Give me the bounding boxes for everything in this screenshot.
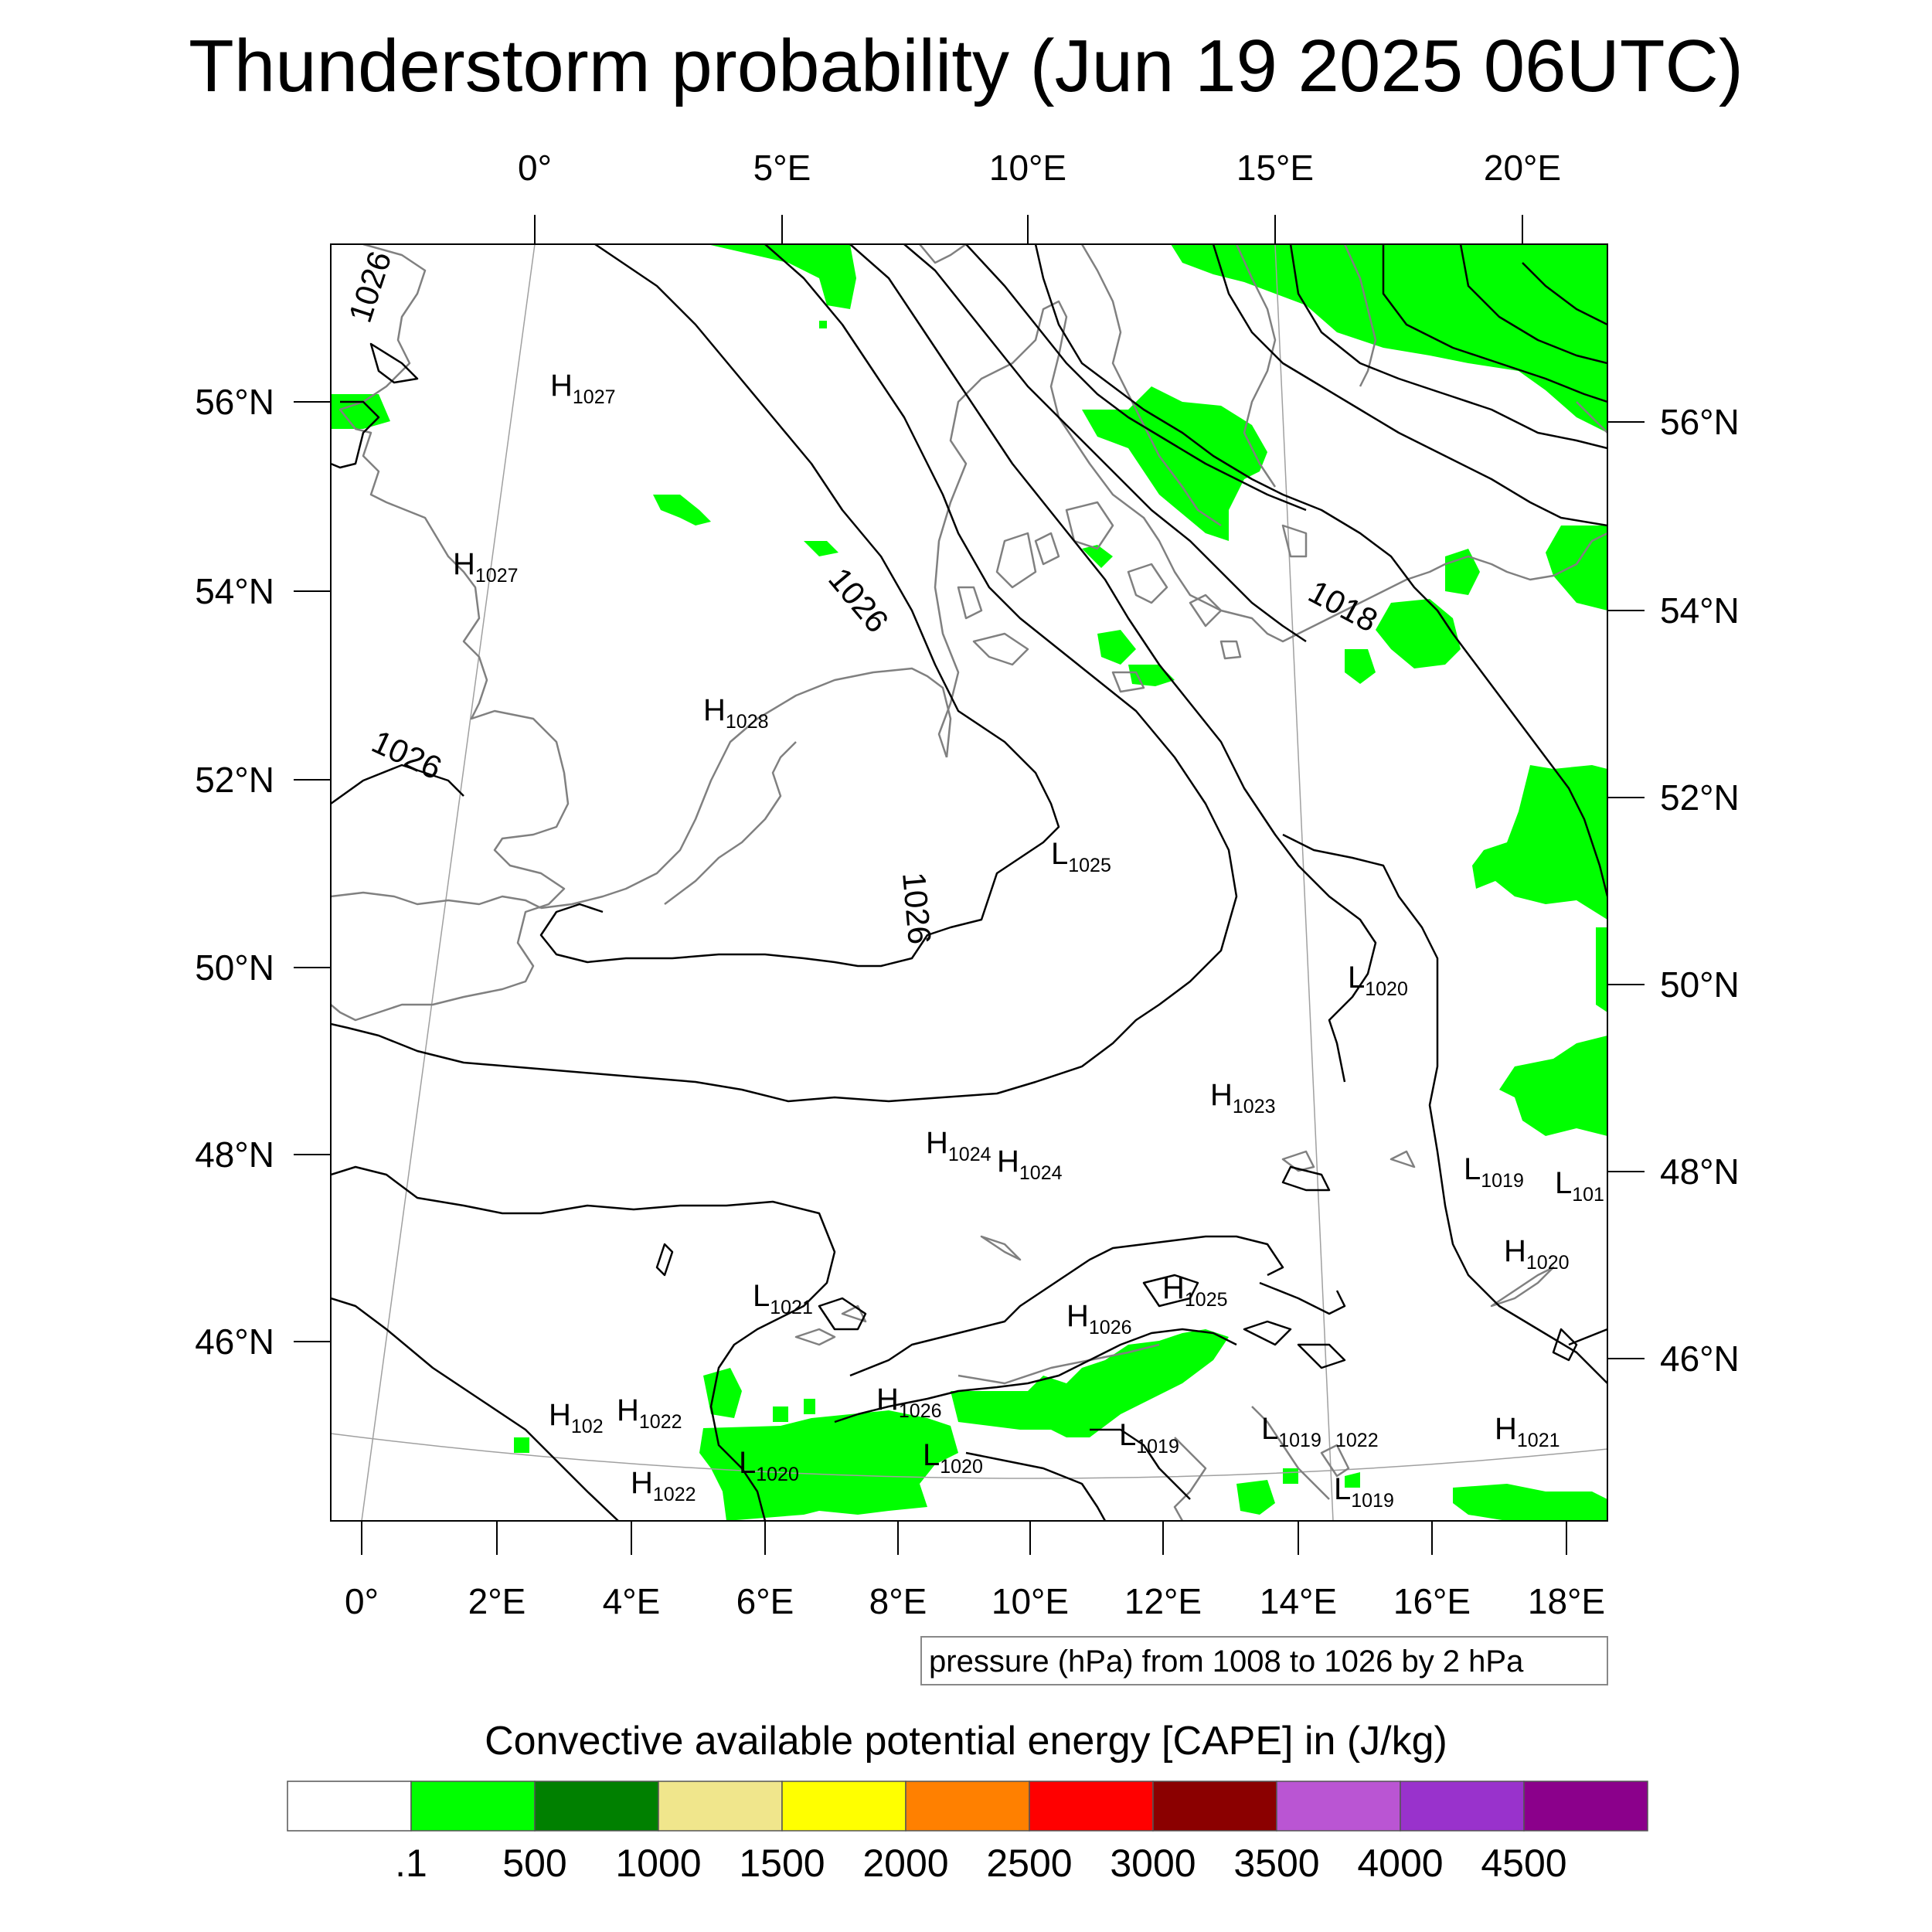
right-lat-label: 54°N xyxy=(1660,590,1740,631)
top-lon-label: 0° xyxy=(518,148,552,188)
colorbar-box xyxy=(1523,1781,1648,1832)
right-latitude-labels: 56°N 54°N 52°N 50°N 48°N 46°N xyxy=(1660,402,1740,1379)
cape-fill xyxy=(331,244,1607,1521)
colorbar-box xyxy=(1029,1781,1154,1832)
bottom-lon-label: 4°E xyxy=(603,1581,661,1621)
pressure-center-label: H102 xyxy=(549,1398,604,1437)
bottom-lon-label: 12°E xyxy=(1124,1581,1202,1621)
colorbar-box xyxy=(1400,1781,1525,1832)
left-lat-label: 48°N xyxy=(195,1134,274,1175)
bottom-lon-label: 18°E xyxy=(1528,1581,1605,1621)
pressure-center-label: H1024 xyxy=(997,1145,1063,1184)
colorbar-ticks: .1 500 1000 1500 2000 2500 3000 3500 4000 4500 xyxy=(395,1842,1566,1885)
colorbar-tick-label: 500 xyxy=(502,1842,566,1885)
left-ticks xyxy=(294,401,331,1342)
left-lat-label: 56°N xyxy=(195,382,274,422)
left-lat-label: 54°N xyxy=(195,571,274,611)
pressure-center-label: L1019 xyxy=(1119,1418,1179,1458)
pressure-center-label: H1026 xyxy=(876,1383,942,1422)
right-lat-label: 56°N xyxy=(1660,402,1740,442)
top-lon-label: 5°E xyxy=(753,148,811,188)
pressure-center-label: L1019 xyxy=(1334,1472,1394,1512)
bottom-lon-label: 8°E xyxy=(869,1581,927,1621)
pressure-center-label: L1019 xyxy=(1464,1152,1524,1192)
colorbar-box xyxy=(287,1781,412,1832)
top-lon-label: 20°E xyxy=(1484,148,1561,188)
contour-info-text: pressure (hPa) from 1008 to 1026 by 2 hP… xyxy=(929,1645,1524,1679)
colorbar-box xyxy=(905,1781,1030,1832)
graticule xyxy=(331,244,1607,1521)
bottom-lon-label: 16°E xyxy=(1393,1581,1471,1621)
pressure-centers: H1027 H1027 H1028 L1025 L1020 H1023 H102… xyxy=(453,369,1604,1512)
pressure-center-label: H1027 xyxy=(550,369,616,408)
pressure-center-label: L1020 xyxy=(1348,961,1408,1000)
colorbar-tick-label: 1500 xyxy=(739,1842,825,1885)
pressure-center-label: H1022 xyxy=(631,1466,696,1505)
colorbar-tick-label: 3000 xyxy=(1110,1842,1196,1885)
right-lat-label: 52°N xyxy=(1660,777,1740,818)
pressure-center-label: H1020 xyxy=(1504,1234,1570,1274)
colorbar-tick-label: 3500 xyxy=(1233,1842,1319,1885)
colorbar-tick-label: 1000 xyxy=(615,1842,701,1885)
bottom-longitude-labels: 0° 2°E 4°E 6°E 8°E 10°E 12°E 14°E 16°E 1… xyxy=(345,1581,1605,1621)
pressure-center-label: H1023 xyxy=(1210,1078,1276,1117)
isobars xyxy=(331,244,1607,1521)
pressure-center-label: H1026 xyxy=(1066,1299,1132,1338)
pressure-center-label: H1027 xyxy=(453,547,519,587)
colorbar-box xyxy=(658,1781,783,1832)
pressure-center-label: L101 xyxy=(1555,1166,1604,1206)
pressure-center-label: H1024 xyxy=(926,1126,992,1165)
left-lat-label: 52°N xyxy=(195,760,274,800)
pressure-center-label: H1025 xyxy=(1162,1271,1228,1311)
left-latitude-labels: 56°N 54°N 52°N 50°N 48°N 46°N xyxy=(195,382,274,1362)
colorbar xyxy=(287,1781,1648,1832)
pressure-center-label: L1019 xyxy=(1261,1412,1321,1451)
colorbar-box xyxy=(410,1781,536,1832)
bottom-lon-label: 2°E xyxy=(468,1581,526,1621)
colorbar-tick-label: 2000 xyxy=(862,1842,948,1885)
pressure-center-label: L1020 xyxy=(923,1438,983,1478)
bottom-lon-label: 6°E xyxy=(736,1581,794,1621)
left-lat-label: 46°N xyxy=(195,1321,274,1362)
pressure-center-label: H1028 xyxy=(703,693,769,733)
pressure-center-label: L1020 xyxy=(739,1446,799,1485)
top-longitude-labels: 0° 5°E 10°E 15°E 20°E xyxy=(518,148,1561,188)
map-frame xyxy=(330,243,1608,1522)
bottom-lon-label: 14°E xyxy=(1260,1581,1337,1621)
colorbar-tick-label: .1 xyxy=(395,1842,427,1885)
pressure-center-label: 1022 xyxy=(1335,1430,1379,1451)
top-lon-label: 10°E xyxy=(989,148,1066,188)
colorbar-caption: Convective available potential energy [C… xyxy=(485,1719,1447,1764)
colorbar-box xyxy=(781,1781,906,1832)
chart-title: Thunderstorm probability (Jun 19 2025 06… xyxy=(189,25,1743,107)
contour-info-box: pressure (hPa) from 1008 to 1026 by 2 hP… xyxy=(920,1636,1608,1685)
left-lat-label: 50°N xyxy=(195,947,274,988)
top-ticks xyxy=(534,215,1523,244)
colorbar-box xyxy=(534,1781,659,1832)
bottom-ticks xyxy=(361,1521,1567,1555)
colorbar-tick-label: 4500 xyxy=(1481,1842,1566,1885)
pressure-center-label: H1022 xyxy=(617,1393,682,1433)
colorbar-box xyxy=(1276,1781,1401,1832)
right-lat-label: 50°N xyxy=(1660,964,1740,1005)
pressure-center-label: L1021 xyxy=(753,1279,813,1318)
pressure-center-label: H1021 xyxy=(1495,1412,1560,1451)
colorbar-tick-label: 4000 xyxy=(1357,1842,1443,1885)
right-lat-label: 46°N xyxy=(1660,1338,1740,1379)
coastlines xyxy=(331,244,1607,1521)
colorbar-tick-label: 2500 xyxy=(986,1842,1072,1885)
right-ticks xyxy=(1607,421,1645,1359)
isobar-label: 1026 xyxy=(896,871,938,946)
bottom-lon-label: 10°E xyxy=(992,1581,1069,1621)
colorbar-box xyxy=(1152,1781,1277,1832)
bottom-lon-label: 0° xyxy=(345,1581,379,1621)
pressure-center-label: L1025 xyxy=(1051,837,1111,876)
right-lat-label: 48°N xyxy=(1660,1151,1740,1192)
map-area: 1026 1026 1026 1026 1018 H1027 H1027 H10… xyxy=(331,244,1607,1521)
top-lon-label: 15°E xyxy=(1236,148,1314,188)
